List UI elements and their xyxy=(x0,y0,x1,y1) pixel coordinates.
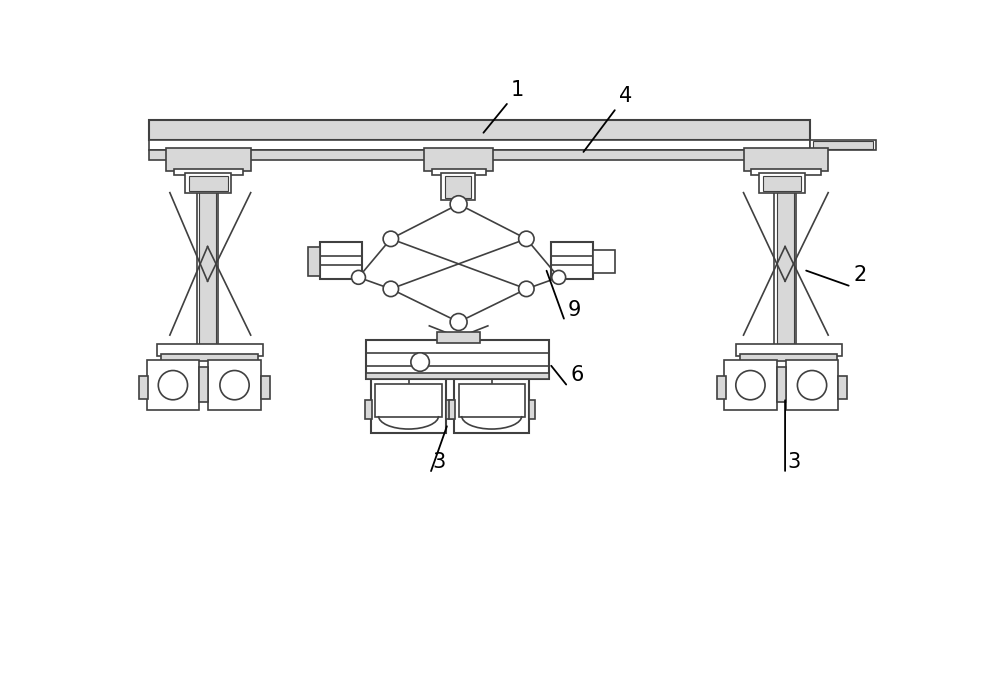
Bar xyxy=(424,148,493,171)
Bar xyxy=(751,169,820,175)
Bar xyxy=(185,173,231,192)
Bar xyxy=(139,376,148,399)
Text: 2: 2 xyxy=(854,265,867,285)
Bar xyxy=(375,383,442,418)
Bar xyxy=(149,150,810,159)
Text: 4: 4 xyxy=(619,86,632,107)
Bar xyxy=(320,242,362,279)
Circle shape xyxy=(352,271,365,284)
Bar xyxy=(813,141,873,148)
Text: 1: 1 xyxy=(511,80,524,101)
Bar xyxy=(189,176,228,191)
Bar xyxy=(777,367,786,402)
Bar xyxy=(149,140,810,151)
Bar xyxy=(736,344,842,356)
Bar xyxy=(446,400,452,419)
Circle shape xyxy=(450,314,467,331)
Bar xyxy=(551,242,593,279)
Bar xyxy=(445,176,471,198)
Bar xyxy=(449,400,455,419)
Bar xyxy=(459,383,525,418)
Circle shape xyxy=(519,231,534,246)
Bar xyxy=(197,189,218,347)
Circle shape xyxy=(450,196,467,213)
Text: 6: 6 xyxy=(570,365,584,385)
Bar xyxy=(593,250,615,273)
Bar xyxy=(744,148,828,171)
Circle shape xyxy=(519,281,534,296)
Bar xyxy=(486,373,497,379)
Bar xyxy=(724,360,777,410)
Text: 3: 3 xyxy=(787,452,801,472)
Text: 9: 9 xyxy=(567,300,581,320)
Bar xyxy=(441,173,475,200)
Bar xyxy=(147,360,199,410)
Bar xyxy=(763,176,801,191)
Bar xyxy=(403,373,414,379)
Circle shape xyxy=(736,371,765,400)
Circle shape xyxy=(797,371,827,400)
Circle shape xyxy=(158,371,188,400)
Bar xyxy=(149,120,810,140)
Bar xyxy=(437,332,480,343)
Bar xyxy=(838,376,847,399)
Text: 3: 3 xyxy=(432,452,446,472)
Circle shape xyxy=(383,231,399,246)
Circle shape xyxy=(220,371,249,400)
Circle shape xyxy=(411,353,429,371)
Bar xyxy=(161,354,258,360)
Bar xyxy=(432,169,486,175)
Bar xyxy=(366,340,549,379)
Bar xyxy=(366,373,549,379)
Bar xyxy=(157,344,263,356)
Bar xyxy=(740,354,837,360)
Bar xyxy=(174,169,243,175)
Bar xyxy=(166,148,251,171)
Bar xyxy=(199,192,216,344)
Bar xyxy=(199,367,208,402)
Bar xyxy=(786,360,838,410)
Bar xyxy=(777,192,794,344)
Circle shape xyxy=(383,281,399,296)
Bar xyxy=(365,400,372,419)
Bar xyxy=(717,376,726,399)
Bar xyxy=(529,400,535,419)
Circle shape xyxy=(552,271,566,284)
Bar xyxy=(308,246,320,276)
Bar xyxy=(261,376,270,399)
Bar xyxy=(810,140,876,151)
Bar xyxy=(208,360,261,410)
Bar xyxy=(774,189,796,347)
Bar xyxy=(759,173,805,192)
Bar xyxy=(371,379,446,433)
Bar xyxy=(454,379,529,433)
